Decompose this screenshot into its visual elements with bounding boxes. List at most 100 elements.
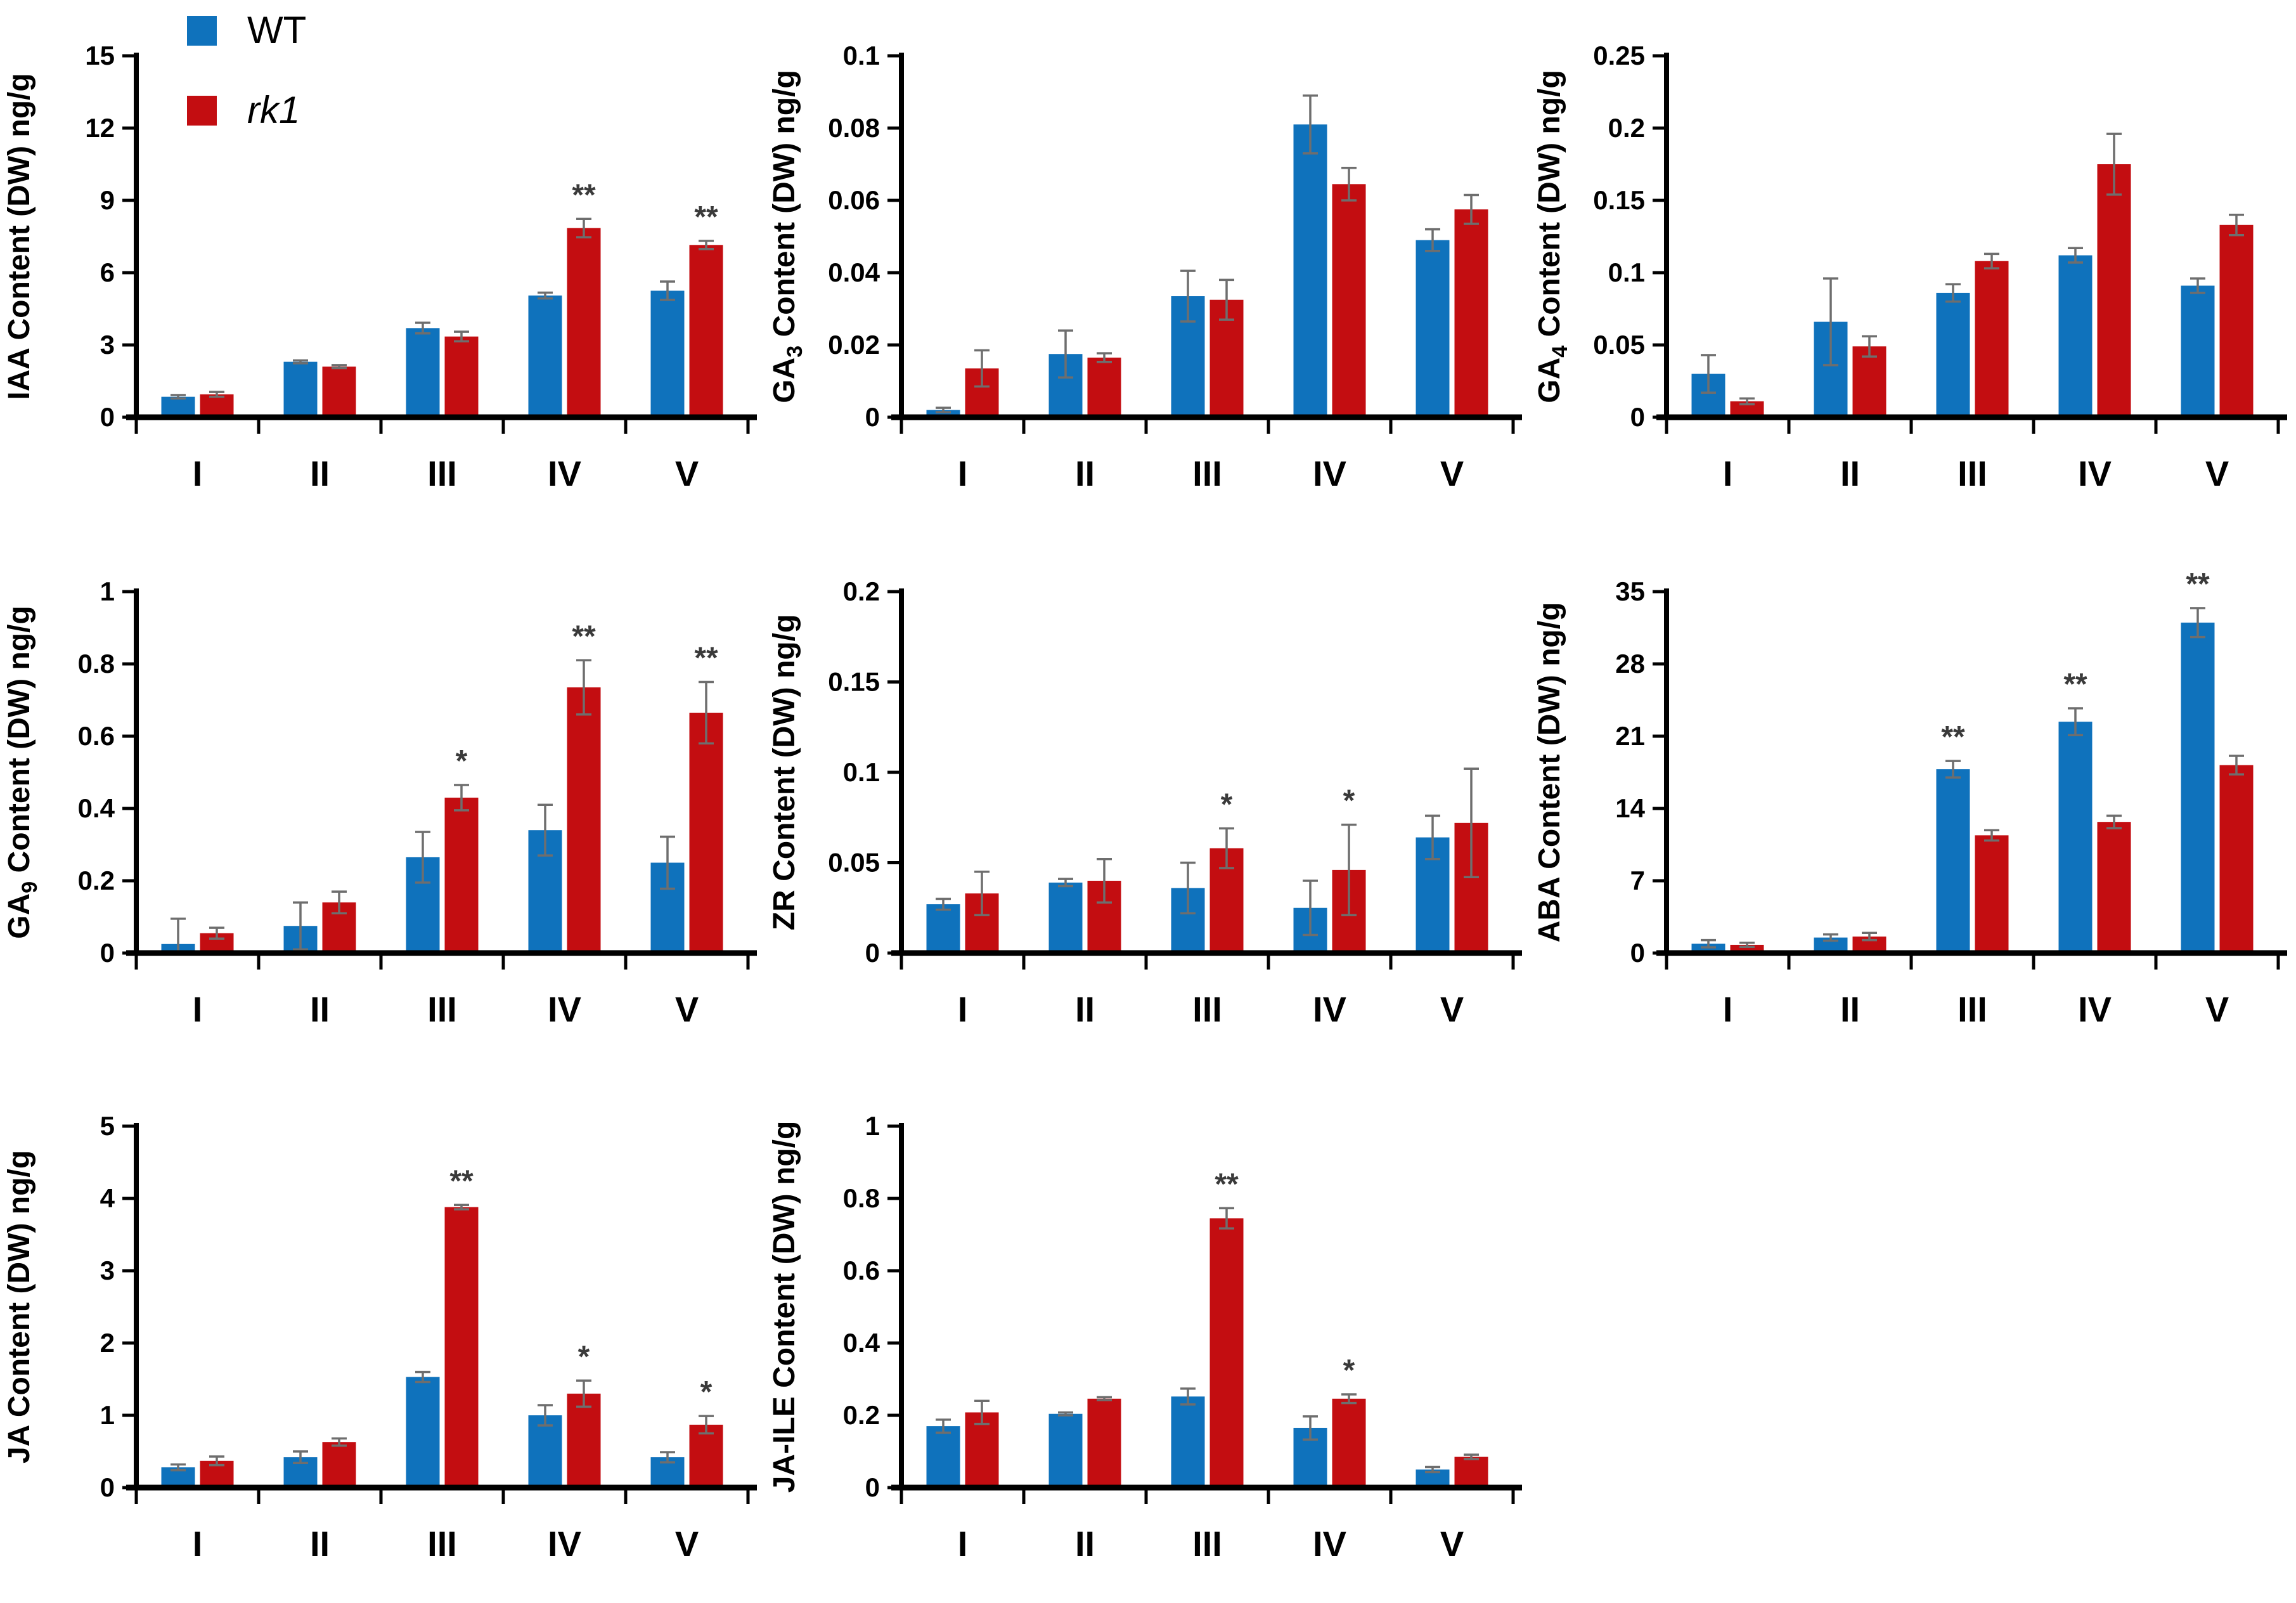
sig-mark-rk1-IV: *: [1343, 784, 1355, 818]
bar-wt-I: [926, 1426, 960, 1488]
bar-wt-IV: [528, 295, 562, 417]
x-category-label-iaa-IV: IV: [548, 453, 581, 493]
error-bar-wt-I: [171, 1463, 186, 1472]
error-bar-rk1-III: [454, 784, 469, 812]
bar-wt-I: [926, 904, 960, 953]
sig-mark-wt-V: **: [2186, 568, 2210, 601]
error-bar-rk1-IV: [576, 1379, 591, 1408]
error-bar-rk1-V: [699, 240, 714, 250]
bar-rk1-V: [689, 245, 723, 417]
error-bar-wt-I: [171, 394, 186, 400]
rk1-color-swatch: [187, 95, 217, 126]
y-tick-label-jaile-3: 0.6: [843, 1256, 880, 1285]
x-category-label-aba-II: II: [1840, 989, 1860, 1029]
y-tick-label-ga4-5: 0.25: [1593, 41, 1645, 70]
x-category-label-ga9-I: I: [193, 989, 203, 1029]
error-bar-rk1-I: [1739, 941, 1755, 948]
y-tick-label-ga9-4: 0.8: [78, 649, 115, 678]
chart-ga9-content: * ** ** 0 0.2 0.4 0.6 0.8 1 I II III IV V GA9 Content …: [0, 536, 765, 1068]
y-tick-label-ga4-1: 0.05: [1593, 330, 1645, 360]
axes: [887, 1123, 1522, 1504]
x-category-label-ga4-II: II: [1840, 453, 1860, 493]
bar-rk1-IV: [2097, 822, 2131, 953]
y-tick-label-aba-0: 0: [1630, 938, 1645, 968]
error-bar-rk1-V: [699, 1415, 714, 1435]
x-category-label-ga4-I: I: [1723, 453, 1733, 493]
bar-rk1-IV: [567, 687, 601, 953]
x-category-label-ga3-II: II: [1075, 453, 1095, 493]
x-category-label-jaile-III: III: [1192, 1524, 1222, 1564]
bar-wt-III: [1171, 1396, 1205, 1488]
sig-mark-rk1-IV: *: [1343, 1354, 1355, 1387]
bar-rk1-IV: [1332, 184, 1366, 417]
bar-wt-III: [406, 1377, 440, 1488]
y-tick-label-jaile-5: 1: [865, 1111, 880, 1141]
y-tick-label-ga9-1: 0.2: [78, 866, 115, 895]
y-tick-label-ga9-3: 0.6: [78, 721, 115, 751]
y-tick-label-ja-1: 1: [100, 1400, 115, 1430]
axes: [887, 588, 1522, 970]
x-category-label-aba-I: I: [1723, 989, 1733, 1029]
x-category-label-ga9-II: II: [310, 989, 330, 1029]
bar-wt-IV: [528, 1415, 562, 1488]
sig-mark-rk1-V: **: [694, 200, 718, 234]
error-bar-wt-V: [2190, 607, 2205, 639]
y-axis-title-jaile: JA-ILE Content (DW) ng/g: [768, 1121, 801, 1493]
y-axis-title-zr: ZR Content (DW) ng/g: [768, 614, 801, 931]
error-bar-wt-V: [660, 835, 675, 890]
bar-wt-IV: [2058, 255, 2093, 417]
y-tick-label-zr-2: 0.1: [843, 757, 880, 787]
y-tick-label-ga3-2: 0.04: [828, 257, 880, 287]
error-bar-rk1-V: [699, 680, 714, 745]
y-tick-label-ga3-3: 0.06: [828, 185, 880, 215]
sig-mark-rk1-IV: **: [572, 178, 596, 212]
x-category-label-ga3-V: V: [1440, 453, 1464, 493]
y-axis-title-iaa: IAA Content (DW) ng/g: [3, 73, 36, 399]
error-bar-wt-II: [293, 901, 308, 951]
sig-mark-rk1-V: **: [694, 642, 718, 675]
bar-wt-V: [2181, 285, 2215, 417]
bar-wt-II: [1048, 1413, 1083, 1488]
bar-rk1-IV: [2097, 164, 2131, 417]
bar-wt-V: [1416, 240, 1450, 417]
chart-iaa-content: ** ** 0 3 6 9 12 15 I II III IV V IAA Content (DW) ng…: [0, 0, 765, 533]
y-axis-title-ja: JA Content (DW) ng/g: [3, 1150, 36, 1463]
error-bar-rk1-III: [454, 1204, 469, 1210]
error-bar-rk1-IV: [576, 659, 591, 716]
bar-rk1-I: [200, 394, 234, 417]
bar-rk1-III: [444, 1207, 479, 1488]
x-category-label-jaile-II: II: [1075, 1524, 1095, 1564]
axes: [122, 53, 757, 434]
bar-wt-II: [283, 361, 318, 417]
error-bar-rk1-II: [332, 890, 347, 915]
x-category-label-zr-III: III: [1192, 989, 1222, 1029]
error-bar-wt-III: [1180, 861, 1196, 915]
error-bar-wt-III: [1945, 760, 1961, 779]
bar-rk1-V: [1454, 1457, 1488, 1488]
y-tick-label-zr-3: 0.15: [828, 667, 880, 697]
x-category-label-jaile-I: I: [958, 1524, 968, 1564]
bar-rk1-II: [1087, 357, 1121, 417]
axes: [122, 1123, 757, 1504]
legend-label-rk1: rk1: [247, 89, 300, 131]
error-bar-wt-II: [1058, 1411, 1073, 1417]
bar-rk1-III: [1209, 1218, 1244, 1488]
chart-ja-content: ** * * 0 1 2 3 4 5 I II III IV V JA Content (DW) ng/g: [0, 1070, 765, 1603]
error-bar-rk1-V: [1464, 1453, 1479, 1460]
x-category-label-ja-V: V: [675, 1524, 699, 1564]
error-bar-wt-II: [1823, 933, 1838, 942]
y-tick-label-iaa-3: 9: [100, 185, 115, 215]
y-tick-label-ja-4: 4: [100, 1183, 115, 1213]
error-bar-rk1-I: [974, 349, 990, 388]
error-bar-wt-V: [660, 1451, 675, 1463]
error-bar-wt-II: [1058, 878, 1073, 888]
error-bar-rk1-III: [454, 330, 469, 343]
legend-label-wt: WT: [247, 9, 307, 51]
x-category-label-ja-I: I: [193, 1524, 203, 1564]
error-bar-wt-III: [415, 831, 430, 884]
sig-mark-rk1-III: **: [449, 1164, 474, 1198]
error-bar-rk1-II: [332, 364, 347, 370]
